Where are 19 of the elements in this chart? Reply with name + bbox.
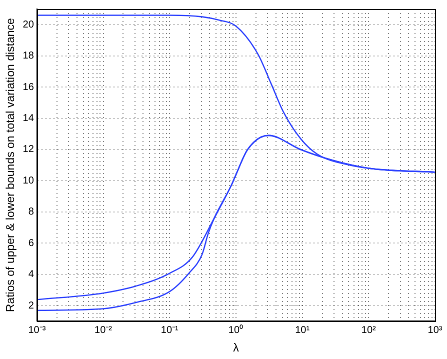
y-tick-label: 2 — [28, 300, 34, 312]
y-tick-label: 8 — [28, 206, 34, 218]
x-tick-label: 10⁻² — [94, 324, 113, 336]
y-tick-label: 18 — [22, 50, 34, 62]
x-tick-label: 10⁻¹ — [160, 324, 180, 336]
y-tick-label: 10 — [22, 175, 34, 186]
x-tick-label: 10⁰ — [228, 324, 244, 336]
x-tick-label: 10² — [361, 324, 377, 336]
y-tick-label: 12 — [22, 144, 34, 156]
x-tick-label: 10⁻³ — [28, 324, 46, 336]
y-tick-label: 6 — [28, 238, 34, 249]
y-tick-label: 4 — [28, 269, 34, 280]
y-tick-label: 16 — [22, 82, 34, 93]
x-axis-title: λ — [233, 342, 240, 354]
y-tick-label: 20 — [22, 19, 34, 30]
x-tick-label: 10¹ — [295, 324, 310, 336]
y-tick-label: 14 — [22, 113, 34, 124]
y-axis-title: Ratios of upper & lower bounds on total variation distance — [5, 18, 18, 312]
x-tick-label: 10³ — [428, 324, 443, 336]
